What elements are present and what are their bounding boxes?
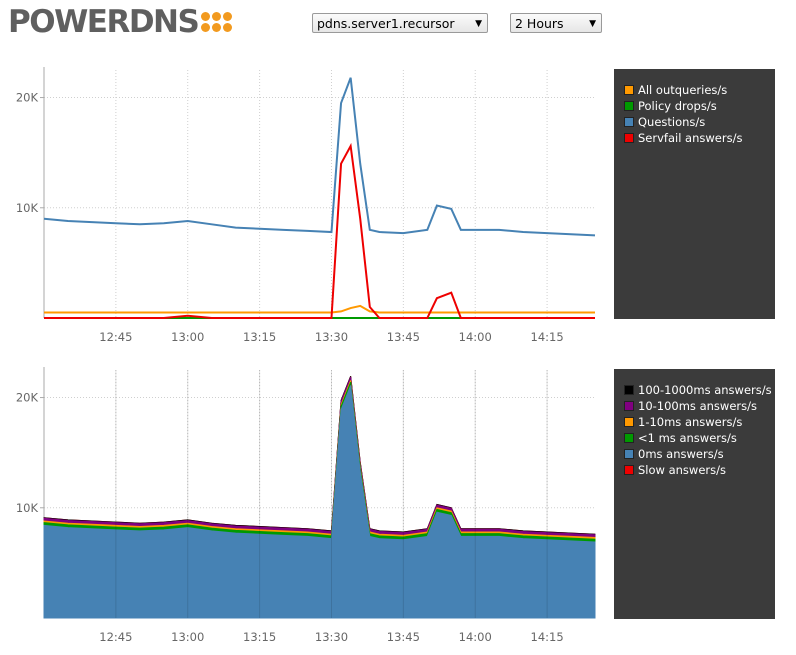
legend-item: All outqueries/s — [624, 82, 727, 98]
powerdns-logo: POWERDNS — [8, 4, 233, 40]
legend-item: 10-100ms answers/s — [624, 398, 757, 414]
server-select-dropdown-icon: ▼ — [475, 19, 482, 29]
legend-item: 1-10ms answers/s — [624, 414, 742, 430]
legend-swatch — [624, 401, 634, 411]
outqueries-chart: 12:45 13:00 13:15 13:30 13:45 14:00 14:15 10K 20… — [0, 55, 796, 355]
range-select-dropdown-icon: ▼ — [589, 19, 596, 29]
legend-swatch — [624, 101, 634, 111]
x-tick-label: 13:00 — [171, 630, 204, 644]
legend-label: All outqueries/s — [638, 83, 728, 97]
outqueries-chart-plot: 12:45 13:00 13:15 13:30 13:45 14:00 14:15 10K 20… — [16, 67, 596, 344]
legend-item: Questions/s — [624, 114, 705, 130]
y-tick-label: 20K — [16, 391, 39, 405]
y-tick-label: 20K — [16, 91, 39, 105]
legend-swatch — [624, 117, 634, 127]
x-tick-label: 13:30 — [315, 330, 348, 344]
x-tick-label: 13:15 — [243, 330, 276, 344]
legend-item: Servfail answers/s — [624, 130, 742, 146]
line-series-servfail-answers-s — [44, 142, 595, 319]
area-series-10-100ms-answers-s — [43, 376, 596, 539]
x-tick-label: 13:45 — [387, 630, 420, 644]
answers-legend: 100-1000ms answers/s 10-100ms answers/s 1-… — [614, 369, 775, 619]
legend-item: Slow answers/s — [624, 462, 726, 478]
legend-label: Questions/s — [638, 115, 706, 129]
legend-label: 0ms answers/s — [638, 447, 724, 461]
area-series-slow-answers-s — [43, 376, 596, 535]
range-select[interactable]: 2 Hours ▼ — [510, 13, 602, 33]
legend-swatch — [624, 433, 634, 443]
legend-label: <1 ms answers/s — [638, 431, 737, 445]
legend-swatch — [624, 385, 634, 395]
logo-text: POWERDNS — [8, 4, 200, 40]
legend-item: <1 ms answers/s — [624, 430, 737, 446]
outqueries-legend: All outqueries/s Policy drops/s Questions/… — [614, 69, 775, 319]
x-tick-label: 13:00 — [171, 330, 204, 344]
legend-item: 0ms answers/s — [624, 446, 724, 462]
x-tick-label: 14:00 — [459, 330, 492, 344]
legend-swatch — [624, 133, 634, 143]
range-select-value: 2 Hours — [515, 16, 564, 31]
legend-label: Policy drops/s — [638, 99, 717, 113]
x-tick-label: 12:45 — [99, 630, 132, 644]
area-series-0ms-answers-s — [43, 385, 596, 619]
legend-swatch — [624, 465, 634, 475]
legend-swatch — [624, 417, 634, 427]
x-tick-label: 14:00 — [459, 630, 492, 644]
x-tick-label: 13:15 — [243, 630, 276, 644]
x-tick-label: 14:15 — [531, 330, 564, 344]
legend-swatch — [624, 449, 634, 459]
legend-swatch — [624, 85, 634, 95]
legend-label: Slow answers/s — [638, 463, 726, 477]
server-select[interactable]: pdns.server1.recursor ▼ — [312, 13, 488, 33]
logo-dots-icon — [201, 12, 233, 32]
line-series-all-outqueries-s — [44, 304, 595, 314]
legend-label: 100-1000ms answers/s — [638, 383, 772, 397]
legend-label: Servfail answers/s — [638, 131, 743, 145]
area-series--1-ms-answers-s — [43, 381, 596, 543]
legend-label: 1-10ms answers/s — [638, 415, 743, 429]
y-tick-label: 10K — [16, 201, 39, 215]
x-tick-label: 12:45 — [99, 330, 132, 344]
answers-chart: 12:45 13:00 13:15 13:30 13:45 14:00 14:15 10K 20… — [0, 355, 796, 655]
area-series-1-10ms-answers-s — [43, 380, 596, 540]
legend-item: Policy drops/s — [624, 98, 717, 114]
y-tick-label: 10K — [16, 501, 39, 515]
x-tick-label: 14:15 — [531, 630, 564, 644]
legend-item: 100-1000ms answers/s — [624, 382, 772, 398]
server-select-value: pdns.server1.recursor — [317, 16, 455, 31]
answers-chart-plot: 12:45 13:00 13:15 13:30 13:45 14:00 14:15 10K 20… — [16, 367, 596, 644]
x-tick-label: 13:30 — [315, 630, 348, 644]
area-series-100-1000ms-answers-s — [43, 376, 596, 536]
legend-label: 10-100ms answers/s — [638, 399, 757, 413]
x-tick-label: 13:45 — [387, 330, 420, 344]
line-series-questions-s — [43, 77, 596, 237]
